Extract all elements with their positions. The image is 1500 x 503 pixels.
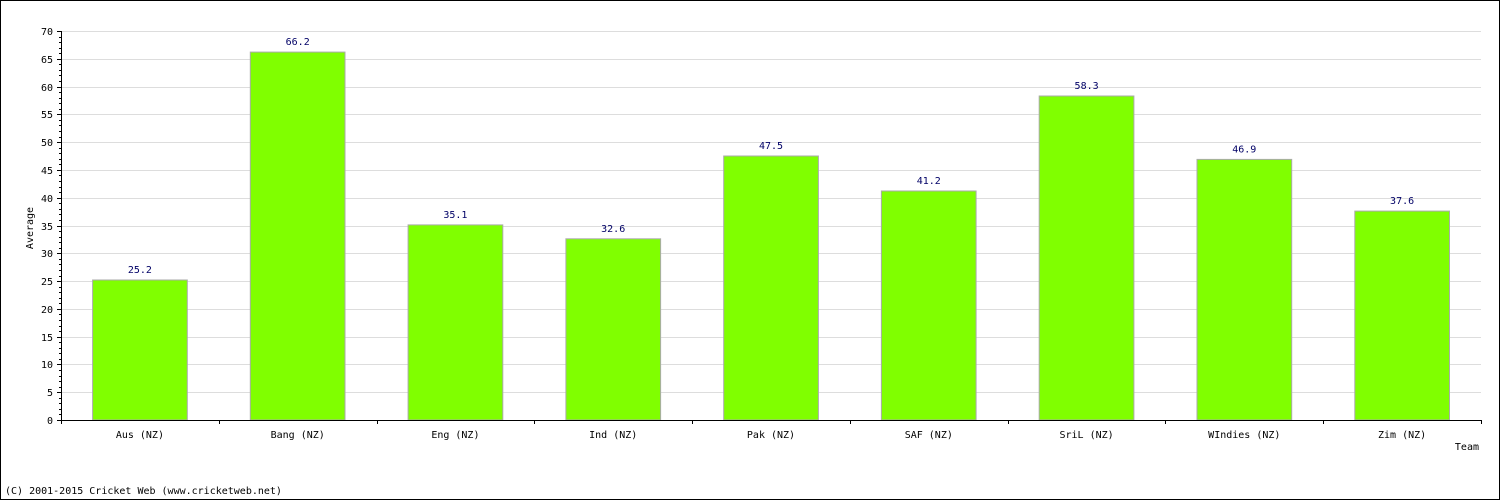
bars	[92, 51, 1451, 421]
x-axis-label: Team	[1455, 442, 1479, 453]
y-tick-label: 10	[41, 360, 53, 371]
bar	[407, 224, 504, 421]
x-tick-label: Aus (NZ)	[116, 430, 164, 441]
data-label: 58.3	[1075, 81, 1099, 92]
x-tick-labels: Aus (NZ) Bang (NZ) Eng (NZ) Ind (NZ) Pak (NZ…	[116, 430, 1426, 441]
data-labels: 25.2 66.2 35.1 32.6 47.5 41.2 58.3 46.9 37.6	[128, 37, 1414, 276]
bar	[565, 238, 662, 421]
x-tick-label: Bang (NZ)	[271, 430, 325, 441]
y-tick-label: 40	[41, 194, 53, 205]
x-tick-label: Eng (NZ)	[431, 430, 479, 441]
y-axis-label: Average	[25, 207, 36, 249]
bar	[249, 51, 346, 421]
y-tick-label: 35	[41, 222, 53, 233]
x-tick-label: SAF (NZ)	[905, 430, 953, 441]
y-tick-label: 0	[47, 416, 53, 427]
axes	[57, 31, 1482, 424]
data-label: 37.6	[1390, 196, 1414, 207]
x-tick-label: SriL (NZ)	[1060, 430, 1114, 441]
data-label: 47.5	[759, 141, 783, 152]
bar	[1038, 95, 1135, 421]
y-tick-label: 55	[41, 110, 53, 121]
x-tick-label: Ind (NZ)	[589, 430, 637, 441]
x-tick-label: WIndies (NZ)	[1208, 430, 1280, 441]
bar	[92, 279, 188, 421]
y-tick-label: 50	[41, 138, 53, 149]
y-tick-labels: 0 5 10 15 20 25 30 35 40 45 50 55 60 65 70	[41, 27, 53, 427]
y-tick-label: 30	[41, 249, 53, 260]
bar	[880, 190, 977, 421]
data-label: 46.9	[1232, 144, 1256, 155]
y-tick-label: 5	[47, 388, 53, 399]
y-tick-label: 15	[41, 333, 53, 344]
data-label: 32.6	[601, 224, 625, 235]
y-tick-label: 60	[41, 83, 53, 94]
x-tick-label: Pak (NZ)	[747, 430, 795, 441]
data-label: 66.2	[286, 37, 310, 48]
y-tick-label: 20	[41, 305, 53, 316]
y-tick-label: 65	[41, 55, 53, 66]
bar	[723, 155, 819, 421]
y-tick-label: 45	[41, 166, 53, 177]
bar	[1196, 158, 1293, 421]
x-tick-label: Zim (NZ)	[1378, 430, 1426, 441]
data-label: 25.2	[128, 265, 152, 276]
data-label: 41.2	[917, 176, 941, 187]
copyright-footer: (C) 2001-2015 Cricket Web (www.cricketwe…	[5, 486, 282, 497]
bar	[1354, 210, 1451, 421]
data-label: 35.1	[443, 210, 467, 221]
y-tick-label: 70	[41, 27, 53, 38]
y-tick-label: 25	[41, 277, 53, 288]
